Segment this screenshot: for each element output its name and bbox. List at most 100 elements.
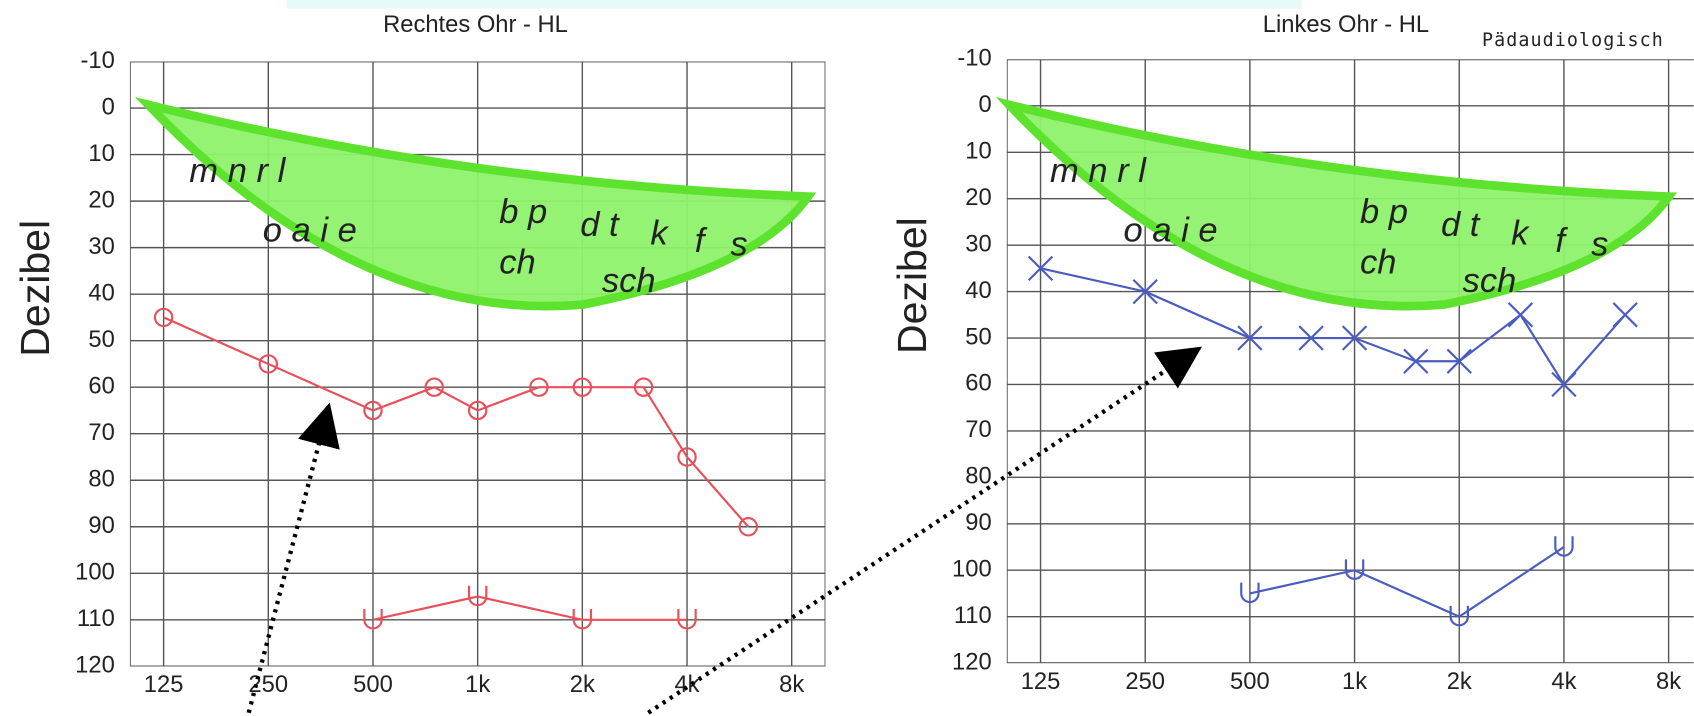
speech-sound: o a i e xyxy=(263,211,357,249)
speech-sound: b p xyxy=(499,193,547,231)
marker-x xyxy=(1507,302,1534,328)
y-tick-label: 70 xyxy=(88,419,114,446)
arrow xyxy=(647,346,1202,715)
y-tick-label: 10 xyxy=(88,140,114,167)
top-band xyxy=(286,0,1302,9)
marker-x xyxy=(1612,302,1638,328)
speech-sound: s xyxy=(1591,225,1608,263)
speech-sound: o a i e xyxy=(1123,211,1217,249)
speech-sound: s xyxy=(730,225,747,263)
y-tick-label: 40 xyxy=(965,277,991,304)
chart-title: Rechtes Ohr - HL xyxy=(383,11,568,38)
series-line xyxy=(1249,546,1565,618)
marker-u xyxy=(1344,559,1365,580)
y-tick-label: 90 xyxy=(965,509,991,536)
y-tick-label: 100 xyxy=(952,555,992,582)
y-tick-label: 110 xyxy=(954,602,992,629)
x-tick-label: 8k xyxy=(779,671,804,698)
speech-banana xyxy=(995,96,1677,311)
y-tick-label: 120 xyxy=(75,652,115,679)
x-tick-label: 500 xyxy=(1230,668,1270,695)
speech-sound: m n r l xyxy=(189,152,286,190)
y-tick-label: 20 xyxy=(965,184,991,211)
y-tick-label: 40 xyxy=(88,279,114,306)
speech-sound: k xyxy=(1511,215,1530,253)
note: Pädaudiologisch xyxy=(1482,30,1664,51)
speech-sound: sch xyxy=(602,262,656,300)
x-tick-label: 500 xyxy=(353,671,393,698)
marker-x xyxy=(1446,348,1472,374)
y-tick-label: 30 xyxy=(965,230,991,257)
speech-banana xyxy=(134,96,817,311)
series-line xyxy=(163,316,750,528)
marker-x xyxy=(1551,371,1577,398)
y-tick-label: 80 xyxy=(88,466,114,493)
speech-sound: k xyxy=(650,215,669,253)
y-tick-label: 90 xyxy=(88,512,114,539)
marker-circle xyxy=(467,400,488,421)
y-tick-label: 120 xyxy=(952,648,992,675)
speech-sound: sch xyxy=(1463,262,1517,300)
marker-x xyxy=(1237,325,1263,351)
marker-x xyxy=(1403,348,1429,374)
y-tick-label: -10 xyxy=(80,47,114,74)
y-axis-label: Dezibel xyxy=(12,220,58,357)
y-tick-label: 30 xyxy=(88,233,114,260)
y-tick-label: -10 xyxy=(957,45,991,72)
marker-u xyxy=(363,609,383,630)
y-tick-label: 70 xyxy=(965,416,991,443)
speech-sound: ch xyxy=(499,244,535,282)
marker-circle xyxy=(572,377,593,397)
marker-x xyxy=(1341,325,1368,351)
y-axis-label: Dezibel xyxy=(889,217,935,354)
y-tick-label: 100 xyxy=(75,559,115,586)
y-tick-label: 60 xyxy=(88,372,114,399)
marker-circle xyxy=(363,400,383,421)
marker-u xyxy=(572,609,593,630)
y-tick-label: 0 xyxy=(978,91,991,118)
speech-sound: d t xyxy=(580,206,620,244)
marker-u xyxy=(1240,582,1260,604)
speech-sound: m n r l xyxy=(1050,152,1147,190)
x-tick-label: 8k xyxy=(1656,668,1681,695)
speech-sound: d t xyxy=(1441,206,1481,244)
y-tick-label: 60 xyxy=(965,370,991,397)
marker-circle xyxy=(633,377,654,397)
y-tick-label: 50 xyxy=(88,326,114,353)
x-tick-label: 4k xyxy=(1551,668,1576,695)
marker-x xyxy=(1298,325,1324,351)
y-tick-label: 20 xyxy=(88,186,114,213)
series-line xyxy=(1040,267,1626,387)
marker-x xyxy=(1132,278,1158,305)
x-tick-label: 1k xyxy=(1342,668,1367,695)
y-tick-label: 0 xyxy=(102,93,115,120)
series-line xyxy=(372,595,688,621)
x-tick-label: 250 xyxy=(1125,668,1165,695)
marker-circle xyxy=(258,354,279,374)
marker-u xyxy=(677,609,697,630)
y-tick-label: 110 xyxy=(77,605,115,632)
marker-circle xyxy=(677,447,697,467)
speech-sound: b p xyxy=(1360,193,1408,231)
y-tick-label: 80 xyxy=(965,463,991,490)
speech-sound: ch xyxy=(1360,244,1397,282)
marker-circle xyxy=(424,377,444,397)
x-tick-label: 1k xyxy=(465,671,490,698)
x-tick-label: 125 xyxy=(1021,668,1061,695)
arrow xyxy=(246,402,340,714)
x-tick-label: 125 xyxy=(144,671,184,698)
x-tick-label: 2k xyxy=(570,671,595,698)
y-tick-label: 10 xyxy=(965,138,991,165)
marker-circle xyxy=(738,517,758,537)
marker-circle xyxy=(153,307,174,328)
marker-u xyxy=(467,585,488,607)
marker-circle xyxy=(529,377,549,397)
chart-title: Linkes Ohr - HL xyxy=(1263,11,1429,38)
y-tick-label: 50 xyxy=(965,323,991,350)
x-tick-label: 2k xyxy=(1447,668,1472,695)
marker-u xyxy=(1449,605,1469,627)
marker-u xyxy=(1554,536,1574,557)
marker-x xyxy=(1027,255,1054,282)
